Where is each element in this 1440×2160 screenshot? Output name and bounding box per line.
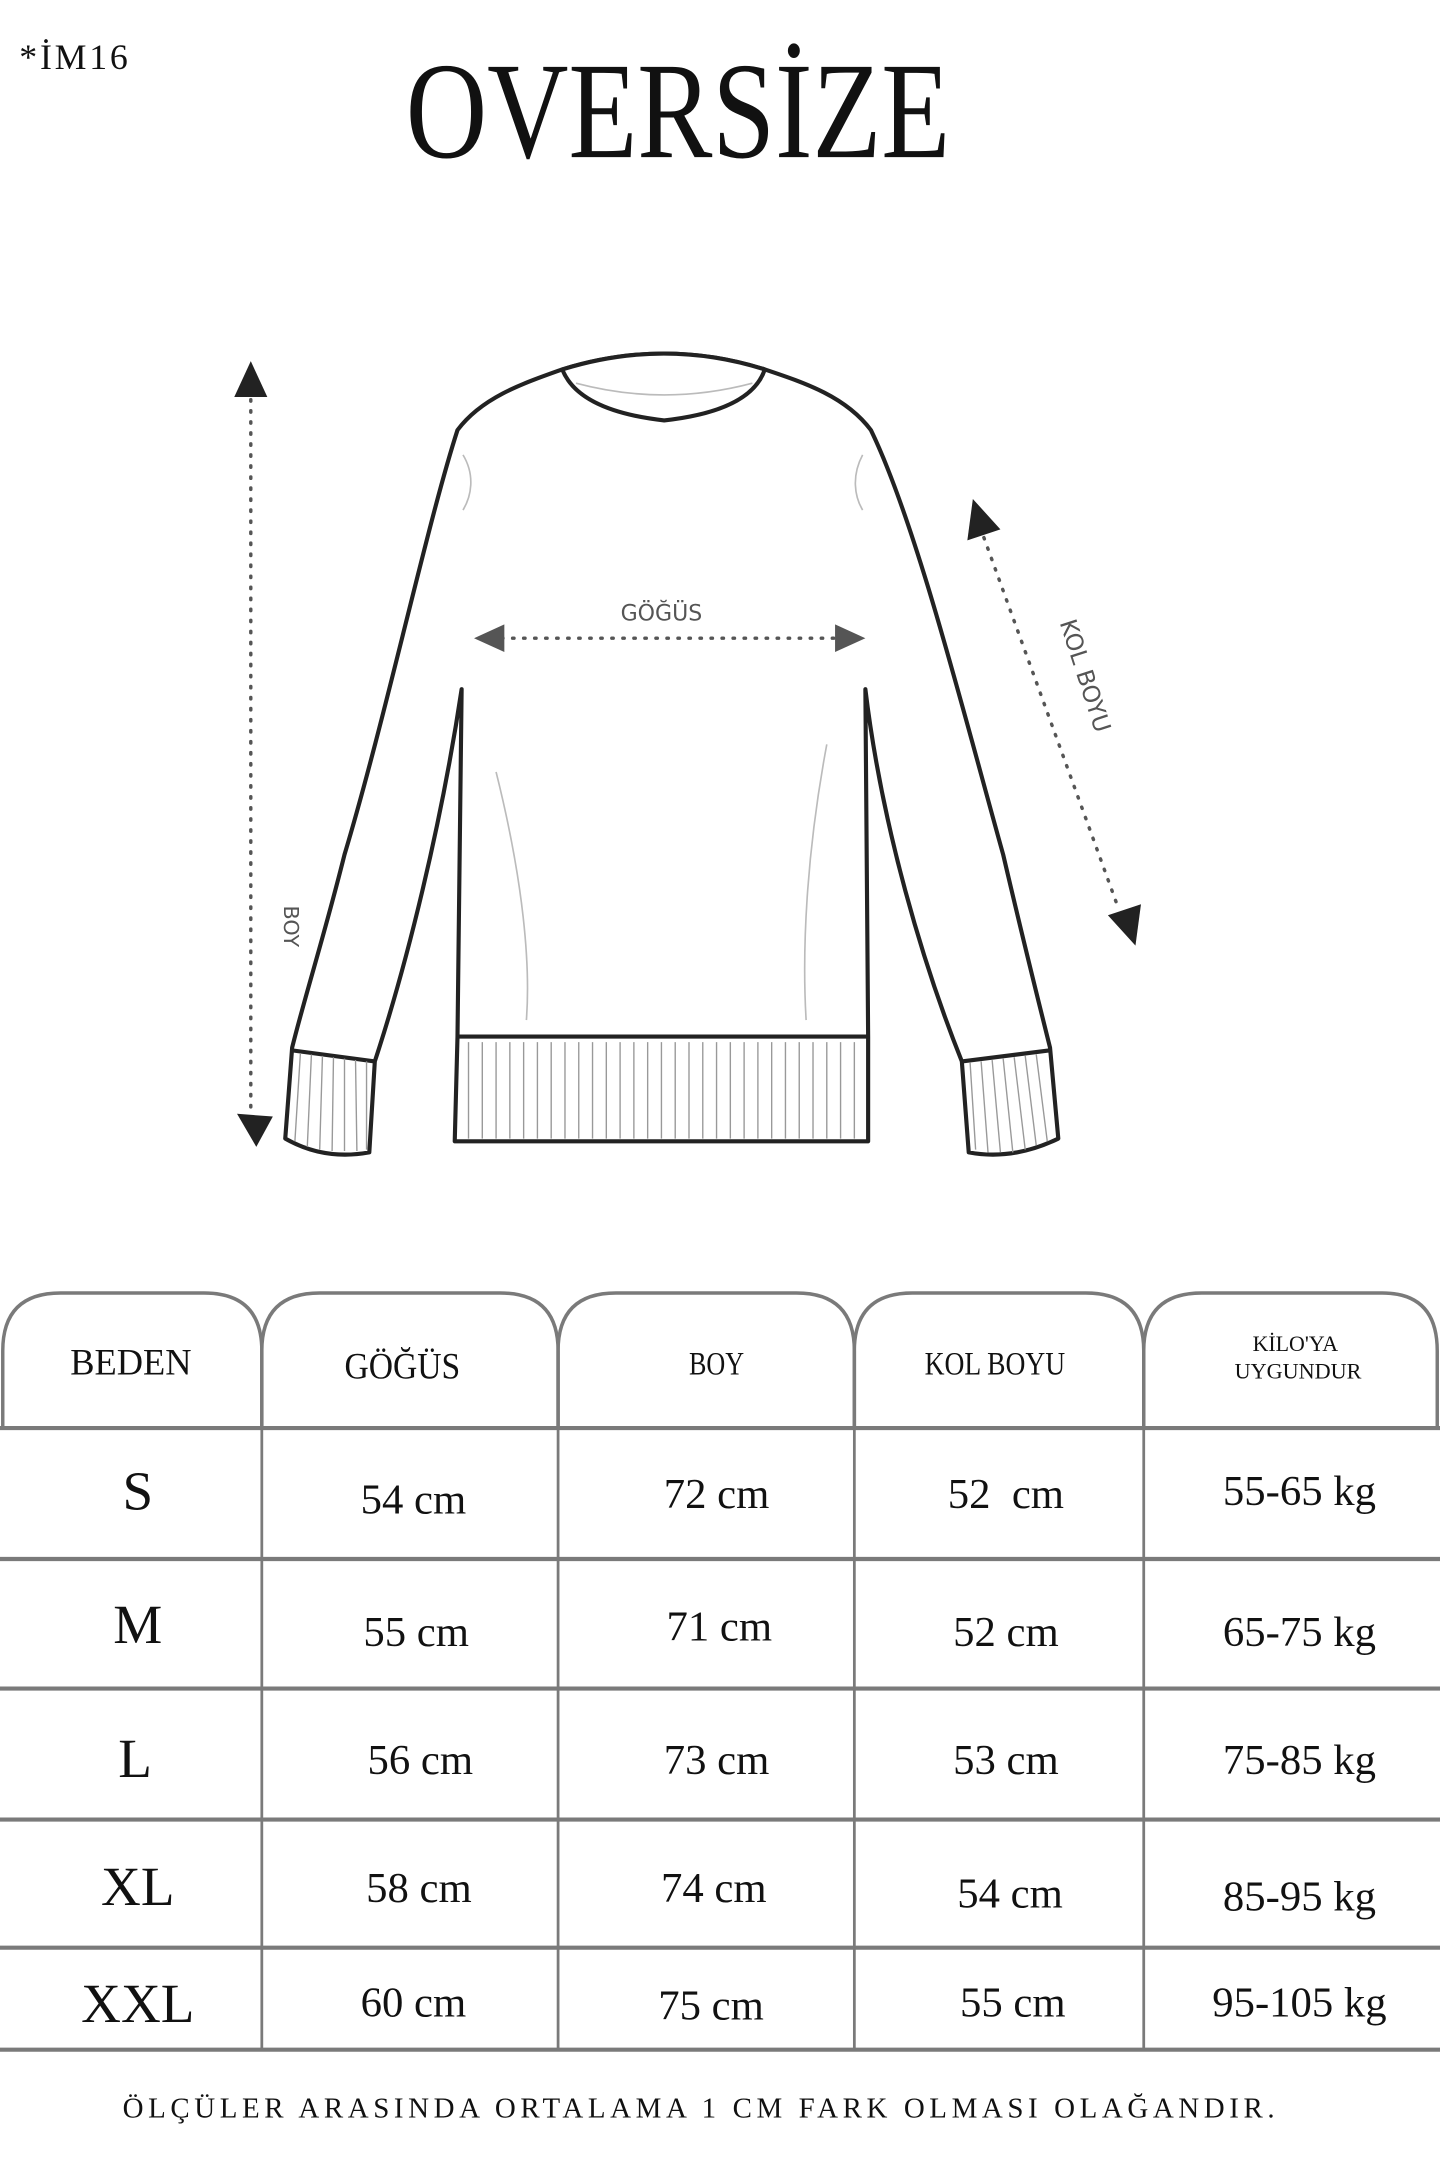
sweatshirt-body <box>283 351 1061 1157</box>
sleeve-cell: 55 cm <box>960 1980 1066 2027</box>
arrow-down-icon <box>1107 904 1141 946</box>
length-cell: 74 cm <box>661 1865 767 1912</box>
weight-cell: 55-65 kg <box>1223 1468 1376 1515</box>
product-code: *İM16 <box>19 37 130 77</box>
length-cell: 72 cm <box>664 1471 770 1518</box>
table-row: XXL 60 cm 75 cm 55 cm 95-105 kg <box>81 1973 1386 2034</box>
header-size: BEDEN <box>70 1342 191 1383</box>
page-title: OVERSİZE <box>406 34 950 187</box>
weight-cell: 95-105 kg <box>1212 1980 1386 2027</box>
length-cell: 71 cm <box>667 1603 773 1650</box>
header-length: BOY <box>689 1346 744 1382</box>
arrow-up-icon <box>234 361 268 397</box>
size-table: BEDEN GÖĞÜS BOY KOL BOYU KİLO'YA UYGUNDU… <box>0 1291 1440 2052</box>
size-cell: L <box>118 1728 152 1789</box>
chest-cell: 55 cm <box>363 1609 469 1656</box>
size-cell: XXL <box>81 1973 194 2034</box>
table-row: M 55 cm 71 cm 52 cm 65-75 kg <box>113 1594 1376 1656</box>
weight-cell: 75-85 kg <box>1223 1737 1376 1784</box>
chest-cell: 60 cm <box>361 1980 467 2027</box>
length-cell: 73 cm <box>664 1737 770 1784</box>
arrow-right-icon <box>835 624 866 652</box>
header-weight-line1: KİLO'YA <box>1253 1331 1339 1356</box>
table-row: L 56 cm 73 cm 53 cm 75-85 kg <box>118 1728 1376 1789</box>
weight-cell: 65-75 kg <box>1223 1609 1376 1656</box>
header-sleeve: KOL BOYU <box>925 1346 1066 1382</box>
table-grid <box>0 1425 1440 2052</box>
collar-rib <box>560 351 767 423</box>
footer-note: ÖLÇÜLER ARASINDA ORTALAMA 1 CM FARK OLMA… <box>123 2091 1278 2124</box>
sleeve-cell: 52 cm <box>953 1609 1059 1656</box>
sleeve-label: KOL BOYU <box>1054 616 1117 736</box>
size-cell: XL <box>101 1856 174 1917</box>
length-measure: BOY <box>234 361 303 1147</box>
chest-cell: 58 cm <box>366 1865 472 1912</box>
arrow-down-icon <box>237 1113 273 1147</box>
table-row: S 54 cm 72 cm 52 cm 55-65 kg <box>122 1460 1375 1523</box>
arrow-up-icon <box>967 498 1001 541</box>
chest-measure: GÖĞÜS <box>474 600 866 652</box>
chest-cell: 56 cm <box>367 1737 473 1784</box>
length-cell: 75 cm <box>658 1982 764 2029</box>
sleeve-cell: 52 cm <box>948 1471 1064 1518</box>
weight-cell: 85-95 kg <box>1223 1873 1376 1920</box>
sleeve-cell: 53 cm <box>953 1737 1059 1784</box>
size-cell: S <box>122 1460 153 1521</box>
sweatshirt-illustration <box>283 351 1061 1157</box>
chest-cell: 54 cm <box>361 1477 467 1524</box>
length-label: BOY <box>279 906 303 948</box>
chest-label: GÖĞÜS <box>621 600 703 626</box>
arrow-left-icon <box>474 624 505 652</box>
sleeve-cell: 54 cm <box>957 1871 1063 1918</box>
table-row: XL 58 cm 74 cm 54 cm 85-95 kg <box>101 1856 1376 1921</box>
table-header: BEDEN GÖĞÜS BOY KOL BOYU KİLO'YA UYGUNDU… <box>1 1291 1439 1427</box>
size-cell: M <box>113 1594 162 1655</box>
header-weight-line2: UYGUNDUR <box>1235 1358 1362 1383</box>
header-chest: GÖĞÜS <box>344 1345 460 1387</box>
rib-texture <box>294 1042 1048 1153</box>
